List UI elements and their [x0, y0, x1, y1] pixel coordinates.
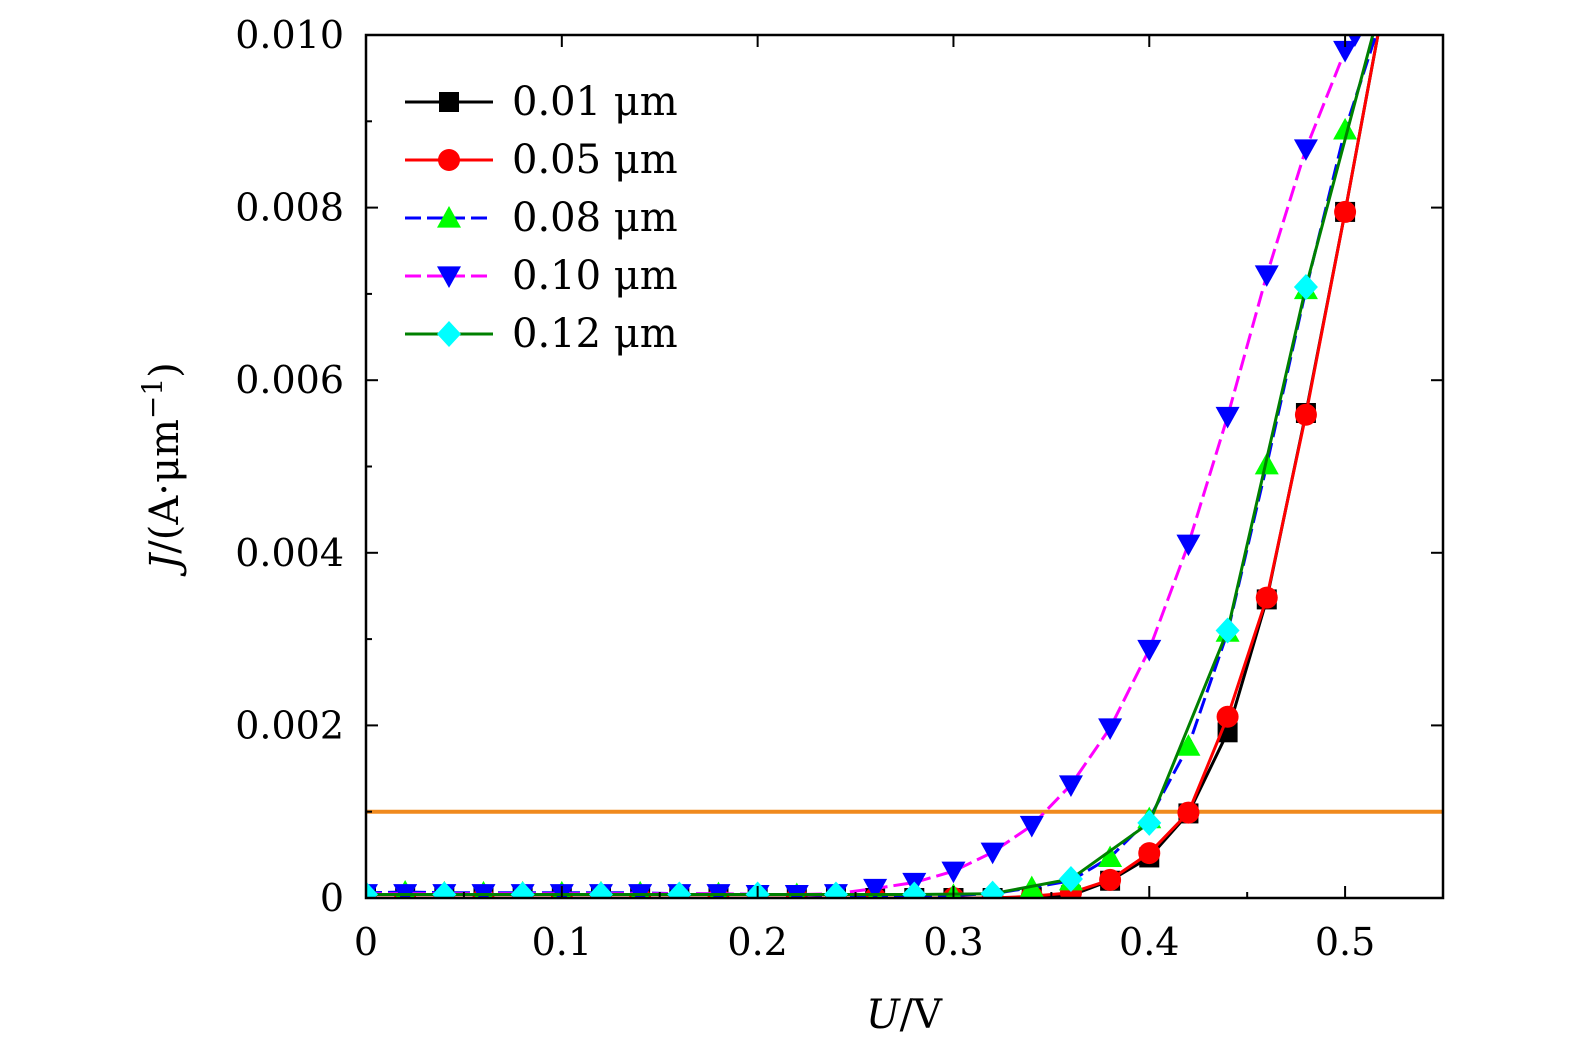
legend-item: 0.12 μm — [405, 311, 678, 357]
data-point — [980, 880, 1005, 898]
y-tick-label: 0.002 — [235, 703, 344, 747]
data-point — [1215, 406, 1240, 429]
y-tick-label: 0.006 — [235, 358, 344, 402]
y-tick-label: 0 — [320, 876, 344, 920]
series-line — [366, 35, 1375, 896]
data-point — [1255, 586, 1278, 609]
legend-label: 0.10 μm — [512, 253, 678, 299]
data-point — [1176, 734, 1201, 756]
data-point — [1334, 200, 1357, 223]
data-point — [588, 881, 613, 898]
data-point — [1374, 0, 1394, 10]
data-point — [1333, 117, 1358, 140]
data-point — [1137, 639, 1162, 662]
data-point — [1176, 534, 1201, 557]
legend-label: 0.12 μm — [512, 311, 678, 357]
legend-label: 0.08 μm — [512, 195, 678, 241]
data-point — [1372, 0, 1396, 5]
legend-marker — [438, 149, 460, 171]
x-axis: 0 0.1 0.2 0.3 0.4 0.5 — [354, 35, 1375, 964]
data-point — [1215, 617, 1240, 644]
series-3 — [366, 35, 1362, 898]
data-point — [1058, 775, 1083, 797]
data-point — [1098, 718, 1123, 740]
x-tick-label: 0.2 — [727, 920, 787, 964]
data-point — [1372, 0, 1396, 19]
x-tick-label: 0 — [354, 920, 378, 964]
series-layer — [366, 0, 1396, 898]
series-2 — [366, 0, 1396, 898]
y-tick-label: 0.010 — [235, 13, 344, 57]
legend: 0.01 μm 0.05 μm 0.08 μm 0.10 μm 0.12 μm — [405, 79, 678, 357]
y-axis: 0 0.002 0.004 0.006 0.008 0.010 — [235, 13, 1443, 920]
legend-marker — [439, 92, 459, 112]
data-point — [1138, 842, 1161, 865]
data-point — [1254, 265, 1279, 287]
legend-marker — [437, 206, 461, 228]
data-point — [1216, 705, 1239, 728]
legend-label: 0.01 μm — [512, 79, 678, 125]
data-point — [510, 881, 535, 898]
y-tick-label: 0.008 — [235, 186, 344, 230]
data-point — [941, 861, 966, 884]
data-point — [1294, 403, 1317, 426]
legend-item: 0.05 μm — [405, 137, 678, 183]
x-axis-title: U/V — [866, 992, 943, 1038]
data-point — [1058, 866, 1083, 893]
data-point — [823, 881, 848, 898]
x-tick-label: 0.1 — [532, 920, 592, 964]
legend-label: 0.05 μm — [512, 137, 678, 183]
x-tick-label: 0.4 — [1119, 920, 1179, 964]
y-axis-title: J/(A·μm−1) — [136, 362, 188, 577]
data-point — [902, 881, 927, 898]
legend-item: 0.08 μm — [405, 195, 678, 241]
series-line — [366, 35, 1380, 898]
data-point — [863, 878, 888, 898]
data-point — [1099, 868, 1122, 891]
x-tick-label: 0.3 — [923, 920, 983, 964]
data-point — [1333, 40, 1358, 63]
data-point — [1137, 809, 1162, 836]
data-point — [1293, 139, 1318, 161]
y-tick-label: 0.004 — [235, 531, 344, 575]
legend-marker — [437, 266, 461, 288]
series-line — [366, 35, 1380, 898]
legend-marker — [437, 321, 461, 347]
data-point — [1373, 0, 1395, 11]
legend-item: 0.10 μm — [405, 253, 678, 299]
data-point — [1293, 273, 1318, 300]
legend-item: 0.01 μm — [405, 79, 678, 125]
data-point — [667, 881, 692, 898]
data-point — [1098, 845, 1123, 868]
data-point — [1019, 815, 1044, 838]
data-point — [1177, 801, 1200, 824]
series-4 — [366, 0, 1396, 898]
x-tick-label: 0.5 — [1315, 920, 1375, 964]
data-point — [432, 881, 457, 898]
data-point — [980, 842, 1005, 865]
data-point — [1348, 35, 1362, 47]
data-point — [366, 881, 378, 898]
